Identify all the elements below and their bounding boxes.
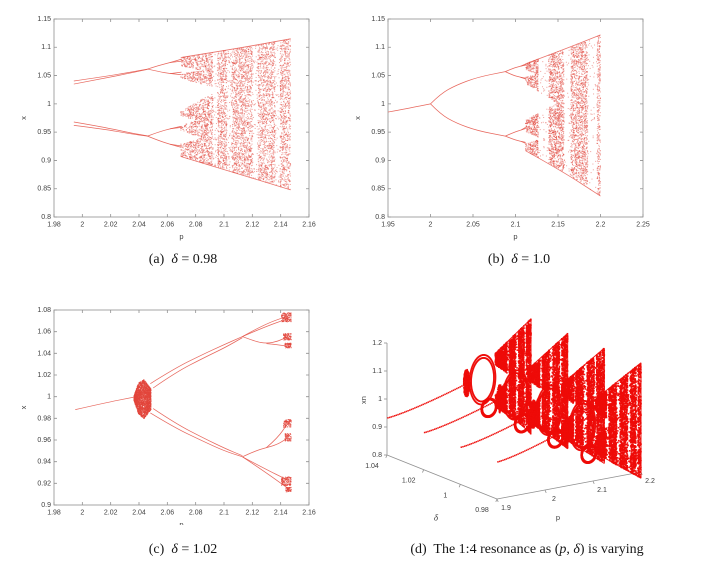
caption-a: (a) δ = 0.98 [148,252,218,267]
caption-d: (d) The 1:4 resonance as (p, δ) is varyi… [410,542,644,557]
caption-b: (b) δ = 1.0 [487,252,551,267]
bifurcation-chart-a [0,0,352,252]
bifurcation-chart-b [352,0,703,252]
bifurcation-chart-c [0,285,352,525]
caption-c: (c) δ = 1.02 [148,542,218,557]
bifurcation-chart-3d [352,270,703,540]
